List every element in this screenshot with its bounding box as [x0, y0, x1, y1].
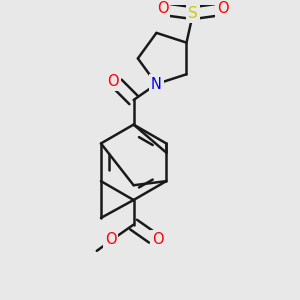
- Text: O: O: [107, 74, 119, 88]
- Text: O: O: [217, 1, 228, 16]
- Text: O: O: [157, 1, 168, 16]
- Text: O: O: [105, 232, 116, 247]
- Text: S: S: [188, 6, 198, 21]
- Text: N: N: [151, 76, 162, 92]
- Text: O: O: [152, 232, 164, 247]
